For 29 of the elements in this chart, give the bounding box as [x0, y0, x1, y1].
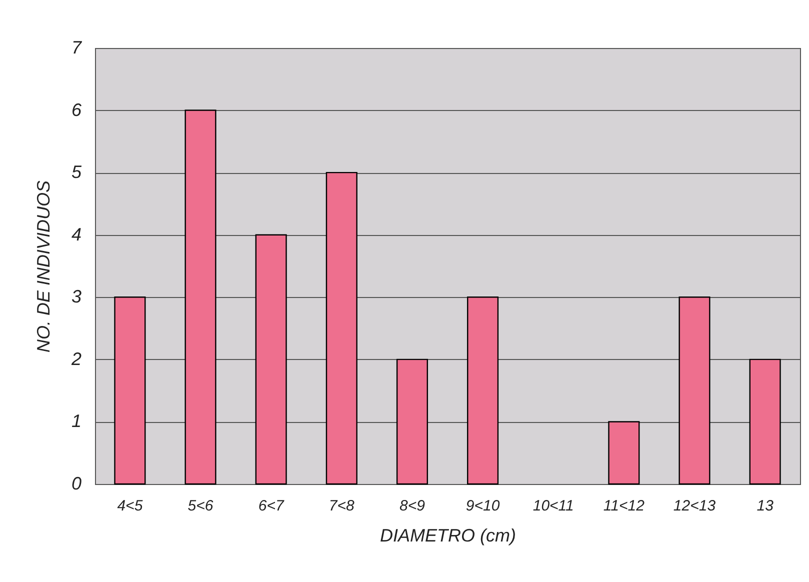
bar: [255, 234, 287, 485]
y-tick-label: 6: [71, 100, 82, 120]
x-tick-label: 9<10: [466, 498, 500, 514]
y-tick-label: 4: [71, 224, 82, 244]
y-tick-label: 0: [71, 474, 82, 494]
bar: [114, 296, 146, 485]
x-tick-label: 5<6: [188, 498, 214, 514]
x-tick-label: 4<5: [117, 498, 144, 514]
y-axis-title: NO. DE INDIVIDUOS: [33, 180, 54, 353]
x-tick-label: 10<11: [532, 498, 574, 514]
bar: [608, 421, 640, 485]
x-tick-label: 11<12: [603, 498, 646, 514]
x-tick-label: 13: [756, 498, 774, 514]
y-tick-label: 7: [71, 38, 82, 58]
x-axis-title: DIAMETRO (cm): [380, 526, 516, 546]
bar: [184, 110, 216, 485]
x-tick-label: 7<8: [328, 498, 356, 514]
x-tick-label: 6<7: [258, 498, 284, 514]
bar: [396, 358, 428, 485]
bar: [749, 358, 781, 485]
y-tick-label: 3: [71, 286, 82, 307]
bar: [326, 172, 358, 485]
x-tick-label: 12<13: [673, 498, 716, 514]
bar: [678, 296, 710, 485]
bar: [467, 296, 499, 485]
y-tick-label: 5: [71, 162, 82, 182]
y-tick-label: 1: [71, 411, 82, 432]
x-tick-label: 8<9: [399, 498, 426, 514]
y-tick-label: 2: [70, 348, 82, 369]
